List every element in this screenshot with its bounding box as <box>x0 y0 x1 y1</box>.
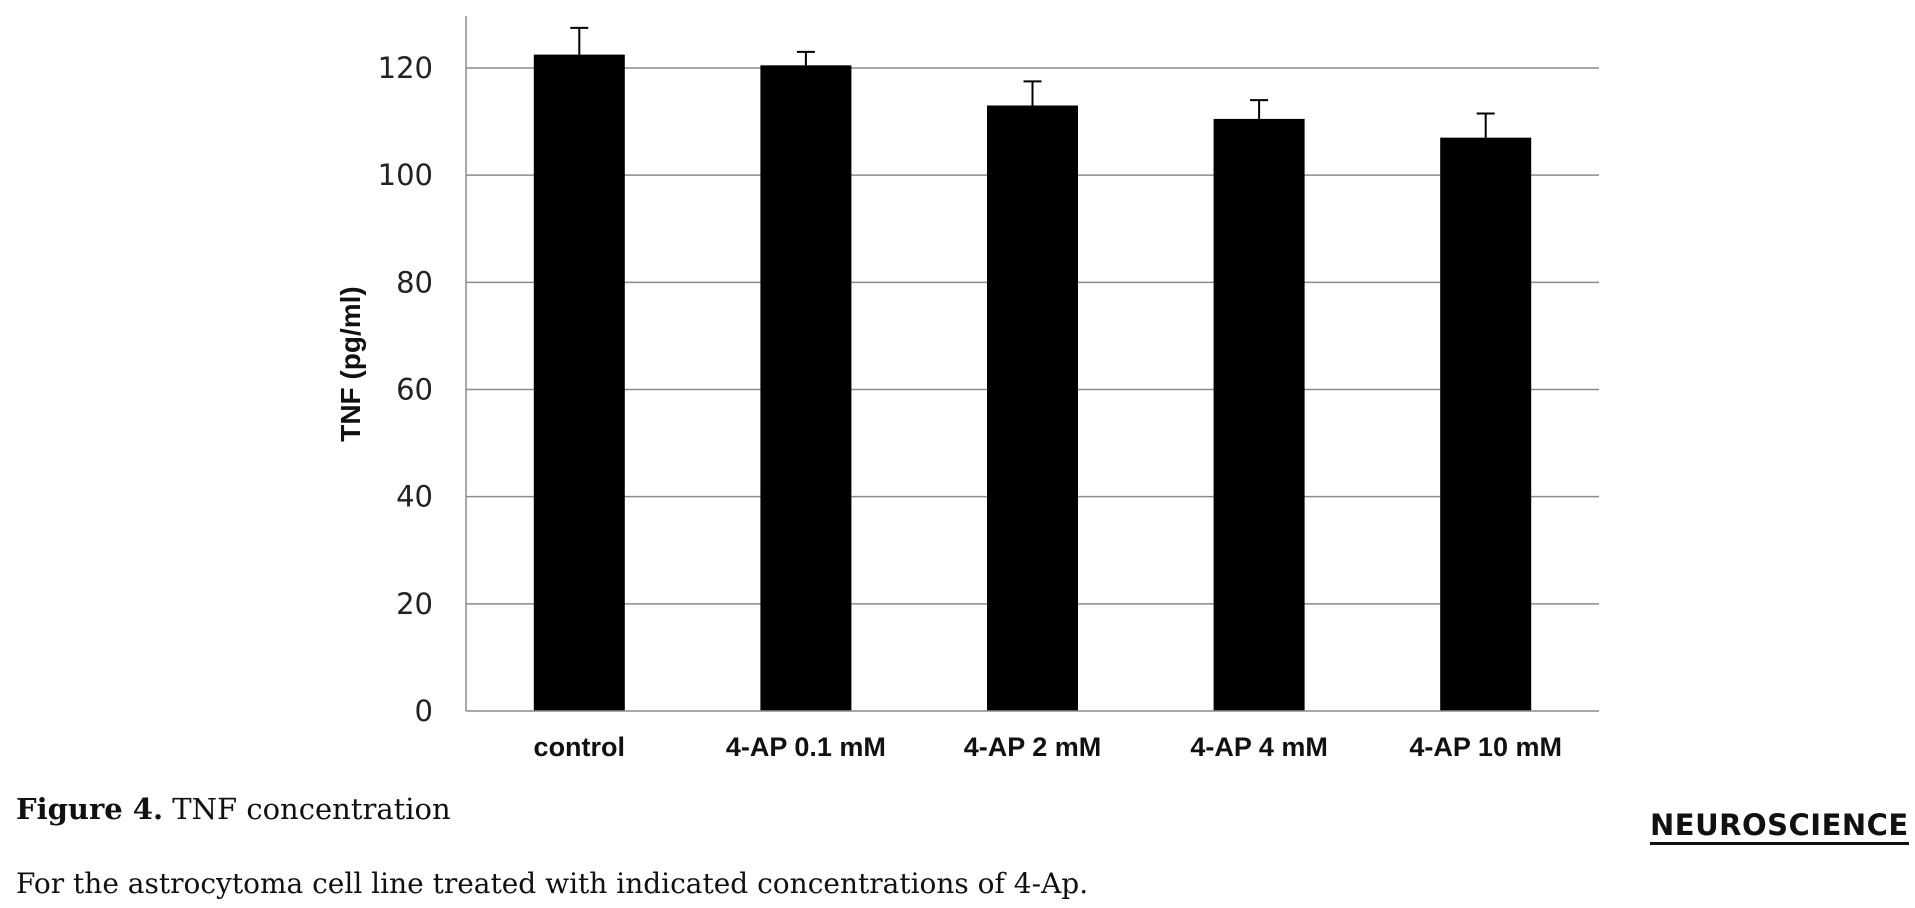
y-tick-label: 60 <box>396 373 433 407</box>
x-category-label: 4-AP 0.1 mM <box>726 732 886 762</box>
y-tick-label: 80 <box>396 265 433 299</box>
error-bars <box>570 26 1495 138</box>
figure-number: Figure 4. <box>16 792 164 826</box>
y-tick-label: 20 <box>396 587 433 621</box>
bar <box>533 54 625 711</box>
x-category-label: 4-AP 10 mM <box>1409 732 1562 762</box>
y-tick-label: 0 <box>415 694 433 728</box>
bars <box>533 54 1532 712</box>
y-tick-label: 100 <box>378 158 433 192</box>
x-category-label: 4-AP 2 mM <box>964 732 1102 762</box>
bar <box>1440 137 1532 712</box>
x-category-label: control <box>534 732 626 762</box>
x-category-labels: control 4-AP 0.1 mM 4-AP 2 mM 4-AP 4 mM 4-AP… <box>534 732 1562 762</box>
bar <box>1213 118 1305 711</box>
y-tick-label: 40 <box>396 480 433 514</box>
bar-chart: 0 20 40 60 80 100 120 control 4-AP 0.1 mM 4-AP 2… <box>335 16 1599 762</box>
neuroscience-logo: NEUROSCIENCE <box>1650 811 1909 845</box>
y-tick-label: 120 <box>378 51 433 85</box>
bar <box>760 65 852 712</box>
y-tick-labels: 0 20 40 60 80 100 120 <box>378 51 433 728</box>
figure-caption-title: Figure 4. TNF concentration <box>16 792 451 826</box>
figure-title: TNF concentration <box>172 792 451 826</box>
figure-caption-text: For the astrocytoma cell line treated wi… <box>16 867 1089 900</box>
x-category-label: 4-AP 4 mM <box>1190 732 1328 762</box>
bar <box>987 105 1078 712</box>
logo-text: NEUROSCIENCE <box>1650 808 1909 842</box>
y-axis-title: TNF (pg/ml) <box>335 286 366 442</box>
